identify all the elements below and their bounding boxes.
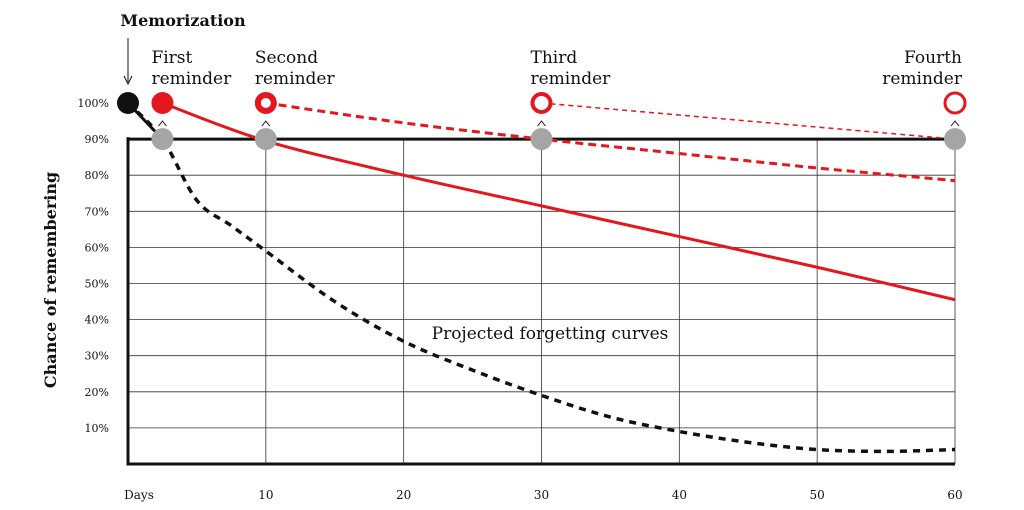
y-tick-label: 90%	[85, 133, 109, 146]
series-black-dotted	[126, 101, 956, 454]
markers	[117, 38, 967, 151]
x-tick-label: 50	[810, 488, 825, 502]
x-origin-label: Days	[124, 488, 154, 502]
x-tick-label: 10	[258, 488, 273, 502]
reminder-point	[254, 92, 277, 114]
annotation-label: Projected forgetting curves	[432, 324, 669, 344]
reminder-label: reminder	[255, 69, 336, 89]
reminder-label: reminder	[151, 69, 232, 89]
grid	[128, 139, 956, 464]
reminder-label: reminder	[531, 69, 612, 89]
reminder-label: First	[151, 48, 192, 68]
threshold-point	[254, 128, 277, 151]
y-tick-label: 20%	[85, 386, 109, 399]
memorization-arrowhead	[123, 75, 133, 86]
memorization-point	[117, 92, 139, 114]
y-tick-label: 70%	[85, 205, 109, 218]
y-tick-label: 80%	[85, 169, 109, 182]
series-red-dashed	[265, 101, 956, 183]
series-red-thin-dashed	[541, 102, 956, 140]
reminder-chevron	[261, 120, 271, 127]
series-red-solid	[161, 101, 956, 302]
y-tick-label: 100%	[78, 97, 109, 110]
x-tick-label: 40	[672, 488, 687, 502]
y-tick-label: 10%	[85, 422, 109, 435]
reminder-label: Second	[255, 48, 318, 68]
x-tick-label: 60	[947, 488, 962, 502]
axes	[126, 137, 955, 466]
reminder-chevron	[537, 120, 546, 127]
reminder-chevron	[950, 120, 960, 127]
y-tick-label: 50%	[85, 278, 109, 291]
reminder-point	[530, 92, 553, 114]
threshold-point	[944, 128, 966, 151]
x-tick-label: 20	[396, 488, 411, 502]
threshold-point	[151, 128, 174, 151]
reminder-label: Fourth	[904, 48, 962, 68]
threshold-point	[530, 128, 553, 151]
reminder-point	[151, 92, 174, 114]
reminder-chevron	[158, 120, 167, 127]
reminder-label: reminder	[882, 69, 963, 89]
labels: Memorization Chance of remembering Days …	[41, 11, 963, 502]
y-tick-label: 60%	[85, 241, 109, 254]
x-tick-label: 30	[534, 488, 549, 502]
y-axis-label: Chance of remembering	[41, 172, 60, 388]
y-tick-label: 30%	[85, 350, 109, 363]
chart-title: Memorization	[120, 11, 246, 30]
reminder-label: Third	[531, 48, 578, 68]
y-tick-label: 40%	[85, 314, 109, 327]
reminder-point	[943, 91, 967, 115]
